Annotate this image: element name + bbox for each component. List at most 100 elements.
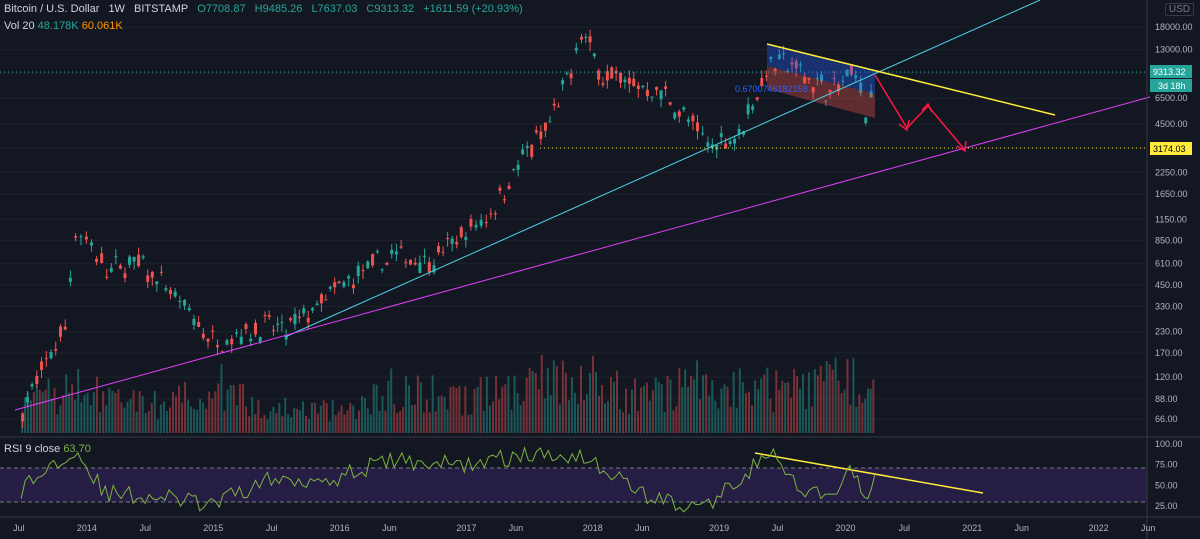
volume-bar <box>678 368 681 433</box>
volume-bar <box>837 380 840 433</box>
time-tick-label: 2018 <box>583 523 603 533</box>
volume-bar <box>349 403 352 433</box>
candle-body <box>498 187 502 191</box>
interval[interactable]: 1W <box>108 3 125 15</box>
price-tick-label: 230.00 <box>1155 327 1183 337</box>
volume-bar <box>310 402 313 433</box>
volume-bar <box>126 401 129 433</box>
candle-body <box>197 322 201 327</box>
volume-bar <box>648 400 651 433</box>
candle-body <box>293 314 297 325</box>
candle-body <box>479 220 483 226</box>
volume-bar <box>71 384 74 433</box>
candle-body <box>239 336 243 345</box>
volume-bar <box>452 385 455 433</box>
volume-bar <box>760 378 763 433</box>
volume-bar <box>378 411 381 433</box>
volume-bar <box>840 393 843 433</box>
price-axis[interactable]: 18000.00 13000.00 6500.00 4500.00 2250.00 165… <box>1155 22 1193 424</box>
volume-bar <box>80 402 83 433</box>
candle-body <box>25 396 29 403</box>
volume-bar <box>766 367 769 433</box>
candle-body <box>114 256 118 258</box>
candle-body <box>123 273 127 279</box>
candle-body <box>280 322 284 324</box>
candle-body <box>390 249 394 255</box>
candle-body <box>507 185 511 189</box>
volume-label[interactable]: Vol 20 <box>4 20 35 32</box>
volume-bar <box>775 370 778 433</box>
candle-body <box>760 78 764 86</box>
candle-body <box>828 89 832 93</box>
time-tick-label: 2015 <box>203 523 223 533</box>
volume-bar <box>461 415 464 433</box>
candle-body <box>864 117 868 124</box>
candle-body <box>569 73 573 79</box>
time-tick-label: Jun <box>1141 523 1156 533</box>
volume-bar <box>720 388 723 433</box>
volume-bar <box>248 416 251 433</box>
volume-bar <box>168 407 171 433</box>
volume-bar <box>784 382 787 433</box>
candle-body <box>493 213 497 215</box>
candle-body <box>306 317 310 323</box>
candle-body <box>597 70 601 80</box>
volume-bar <box>597 395 600 433</box>
rsi-line <box>20 446 876 513</box>
candle-body <box>691 115 695 122</box>
channel-blue-box <box>767 44 875 94</box>
ohlc-high: H9485.26 <box>254 3 303 15</box>
volume-bar <box>95 376 98 433</box>
candle-body <box>95 258 99 262</box>
volume-bar <box>714 400 717 433</box>
candle-body <box>89 242 93 246</box>
volume-bar <box>431 375 434 433</box>
volume-bar <box>263 415 266 433</box>
volume-bar <box>603 403 606 433</box>
volume-bar <box>621 412 624 433</box>
volume-bar <box>681 387 684 433</box>
time-axis[interactable]: Jul 2014 Jul 2015 Jul 2016 Jun 2017 Jun 2018 Jun 20… <box>13 523 1155 533</box>
arrowhead-2 <box>921 102 933 113</box>
candle-body <box>627 77 631 84</box>
magenta-trendline <box>14 96 1151 411</box>
candle-body <box>724 143 728 149</box>
candle-body <box>530 144 534 157</box>
volume-bar <box>846 359 849 433</box>
volume-bar <box>726 386 729 433</box>
volume-bar <box>618 409 621 433</box>
currency-badge[interactable]: USD <box>1164 3 1194 16</box>
volume-bar <box>340 405 343 433</box>
volume-bar <box>522 400 525 433</box>
candle-body <box>267 315 271 317</box>
candle-body <box>159 271 163 273</box>
candle-body <box>565 72 569 74</box>
candle-body <box>782 53 786 55</box>
volume-bar <box>437 396 440 433</box>
volume-bar <box>304 415 307 433</box>
rsi-axis[interactable]: 100.00 75.00 50.00 25.00 <box>1155 439 1183 511</box>
support-tag: 3174.03 <box>1153 144 1186 154</box>
candle-body <box>719 133 723 138</box>
rsi-label[interactable]: RSI 9 close <box>4 443 61 455</box>
volume-bar <box>184 381 187 433</box>
volume-bar <box>135 411 138 433</box>
time-tick-label: 2014 <box>77 523 97 533</box>
candle-body <box>302 308 306 314</box>
volume-bar <box>695 360 698 433</box>
ohlc-close: C9313.32 <box>366 3 415 15</box>
candle-body <box>315 303 319 306</box>
candle-body <box>659 90 663 100</box>
symbol-name[interactable]: Bitcoin / U.S. Dollar <box>4 3 100 15</box>
volume-bar <box>408 385 411 433</box>
volume-bar <box>443 396 446 433</box>
volume-bar <box>144 413 147 433</box>
price-tick-label: 1150.00 <box>1155 214 1187 224</box>
candle-body <box>502 199 506 201</box>
volume-bar <box>567 400 570 433</box>
volume-bar <box>150 402 153 433</box>
volume-bar <box>428 412 431 433</box>
candle-body <box>682 107 686 110</box>
volume-bar <box>175 396 178 433</box>
